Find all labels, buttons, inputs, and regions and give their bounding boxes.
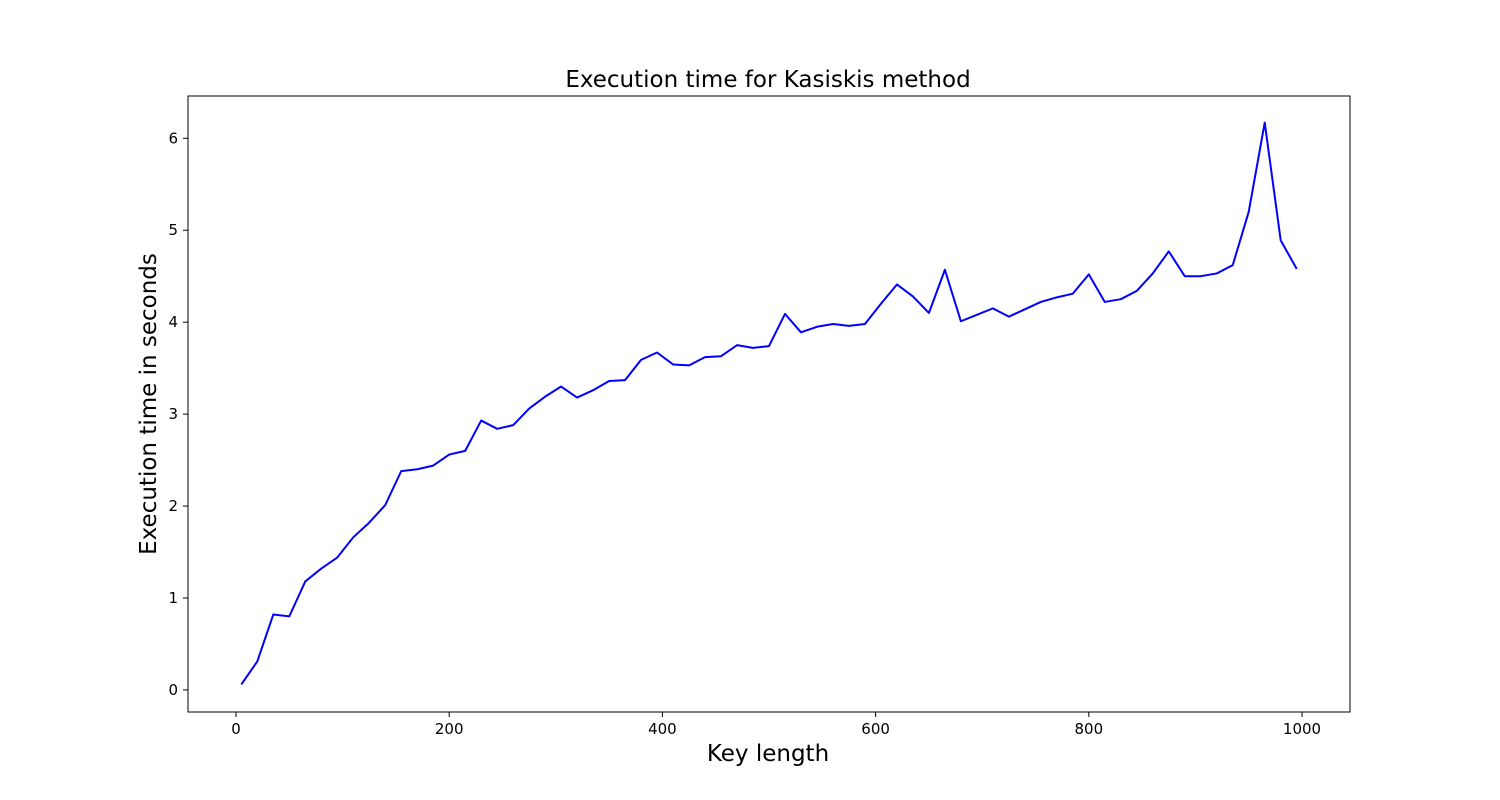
x-tick-label: 400 [648,720,677,738]
y-tick-label: 1 [168,589,178,607]
y-axis-label: Execution time in seconds [136,253,162,555]
y-tick-label: 5 [168,221,178,239]
x-tick-label: 0 [231,720,241,738]
plot-area-frame [187,95,1351,713]
x-tick-label: 1000 [1283,720,1321,738]
y-tick-label: 2 [168,497,178,515]
x-axis: 0 200 400 600 800 1000 [231,712,1321,738]
y-tick-label: 6 [168,129,178,147]
series-layer [240,121,1298,685]
y-axis: 0 1 2 3 4 5 6 [168,129,188,699]
x-tick-label: 800 [1074,720,1103,738]
series-line-0 [240,121,1298,685]
x-axis-label: Key length [707,741,829,767]
y-tick-label: 3 [168,405,178,423]
y-tick-label: 4 [168,313,178,331]
chart-title: Execution time for Kasiskis method [565,67,970,93]
x-tick-label: 600 [861,720,890,738]
x-tick-label: 200 [435,720,464,738]
y-tick-label: 0 [168,681,178,699]
